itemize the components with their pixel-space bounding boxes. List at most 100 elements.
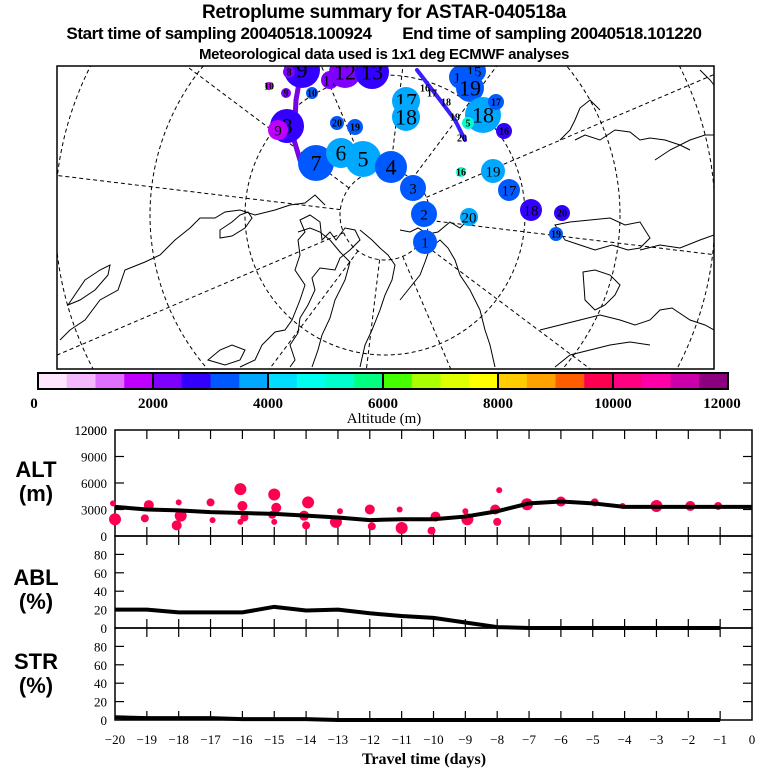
cluster-day-label: 18 <box>524 203 539 219</box>
x-tick-label: −9 <box>458 732 472 747</box>
x-tick-label: −2 <box>681 732 695 747</box>
colorbar-label: Altitude (m) <box>347 411 422 427</box>
colorbar-cell <box>153 373 183 389</box>
colorbar-cell <box>95 373 125 389</box>
coastline <box>59 194 326 341</box>
cluster-circle <box>330 116 344 130</box>
cluster-altitude-point <box>396 506 403 513</box>
colorbar-tick-label: 12000 <box>703 396 741 412</box>
cluster-circle <box>392 103 420 131</box>
colorbar-cell <box>440 373 470 389</box>
colorbar-tick-label: 4000 <box>253 396 283 412</box>
colorbar-cell <box>469 373 499 389</box>
cluster-day-label: 5 <box>466 119 471 130</box>
map-frame <box>56 65 715 370</box>
series-line-alt <box>114 499 752 523</box>
x-tick-label: −15 <box>264 732 284 747</box>
y-tick-label: 0 <box>101 621 108 636</box>
coastline <box>399 239 496 368</box>
cluster-altitude-point <box>367 522 376 531</box>
coastline <box>206 344 246 366</box>
cluster-day-label: 16 <box>420 84 430 95</box>
cluster-day-label: 5 <box>358 147 369 172</box>
colorbar-cell <box>699 373 729 389</box>
x-tick-label: −18 <box>169 732 189 747</box>
y-tick-label: 12000 <box>75 423 108 438</box>
cluster-circle <box>488 94 504 110</box>
cluster-day-label: 9 <box>274 123 282 139</box>
cluster-marker-day-4: 4 <box>375 151 407 183</box>
x-tick-label: −4 <box>618 732 632 747</box>
cluster-marker-day-17: 17 <box>427 89 437 100</box>
x-tick-label: −20 <box>105 732 125 747</box>
cluster-circle <box>306 87 318 99</box>
cluster-altitude-point <box>240 513 249 522</box>
cluster-marker-day-20: 20 <box>330 116 344 130</box>
y-tick-label: 0 <box>101 529 108 544</box>
meridian-line <box>429 219 714 256</box>
y-tick-label: 0 <box>101 713 108 728</box>
x-tick-label: −1 <box>713 732 727 747</box>
alt-label-line2: (m) <box>18 481 54 506</box>
cluster-altitude-point <box>209 517 216 524</box>
abl-panel-label: ABL (%) <box>6 566 66 614</box>
cluster-altitude-point <box>496 487 503 494</box>
str-panel-label: STR (%) <box>6 650 66 698</box>
cluster-altitude-point <box>302 496 315 509</box>
cluster-day-label: 8 <box>287 68 292 79</box>
cluster-altitude-point <box>237 500 248 511</box>
cluster-marker-day-5: 5 <box>345 141 381 177</box>
y-tick-label: 20 <box>94 695 107 710</box>
cluster-circle <box>283 66 295 78</box>
cluster-marker-day-17: 17 <box>488 94 504 110</box>
x-tick-label: −13 <box>328 732 348 747</box>
cluster-day-label: 19 <box>450 113 460 124</box>
cluster-altitude-point <box>206 498 215 507</box>
cluster-altitude-point <box>268 488 281 501</box>
cluster-marker-day-19: 19 <box>456 74 484 102</box>
cluster-altitude-point <box>109 513 121 526</box>
cluster-marker-day-19: 19 <box>481 159 505 183</box>
cluster-circle <box>329 66 361 88</box>
cluster-marker-day-10: 10 <box>264 82 274 93</box>
cluster-day-label: 9 <box>284 89 289 100</box>
str-label-line2: (%) <box>18 673 54 698</box>
cluster-marker-day-19: 19 <box>347 119 363 135</box>
cluster-altitude-point <box>364 504 375 515</box>
colorbar-cell <box>411 373 441 389</box>
cluster-circle <box>498 179 520 201</box>
cluster-marker-day-3: 3 <box>400 175 426 201</box>
cluster-day-label: 17 <box>502 183 518 199</box>
cluster-circle <box>456 167 466 177</box>
coastline <box>554 341 651 368</box>
cluster-circle <box>298 145 334 181</box>
cluster-circle <box>462 117 474 129</box>
colorbar-tick-label: 0 <box>30 396 38 412</box>
colorbar-cell <box>354 373 384 389</box>
cluster-day-label: 19 <box>459 76 481 101</box>
coastline <box>639 234 714 251</box>
colorbar-cell <box>66 373 96 389</box>
x-tick-label: −10 <box>423 732 443 747</box>
cluster-altitude-point <box>462 508 469 515</box>
colorbar-cell <box>670 373 700 389</box>
cluster-day-label: 7 <box>311 151 322 176</box>
cluster-day-label: 10 <box>307 89 317 100</box>
cluster-day-label: 20 <box>457 134 467 145</box>
cluster-circle <box>481 159 505 183</box>
met-data-note: Meteorological data used is 1x1 deg ECMW… <box>198 46 570 63</box>
y-tick-label: 80 <box>94 639 107 654</box>
coastline <box>539 307 714 331</box>
cluster-circle <box>549 227 563 241</box>
abl-label-line1: ABL <box>13 565 59 590</box>
y-tick-label: 60 <box>94 566 107 581</box>
cluster-altitude-point <box>336 508 343 515</box>
colorbar-cell <box>38 373 68 389</box>
colorbar-cell <box>268 373 298 389</box>
colorbar-tick-label: 2000 <box>138 396 168 412</box>
series-line-str <box>114 715 721 722</box>
cluster-marker-day-5: 5 <box>462 117 474 130</box>
